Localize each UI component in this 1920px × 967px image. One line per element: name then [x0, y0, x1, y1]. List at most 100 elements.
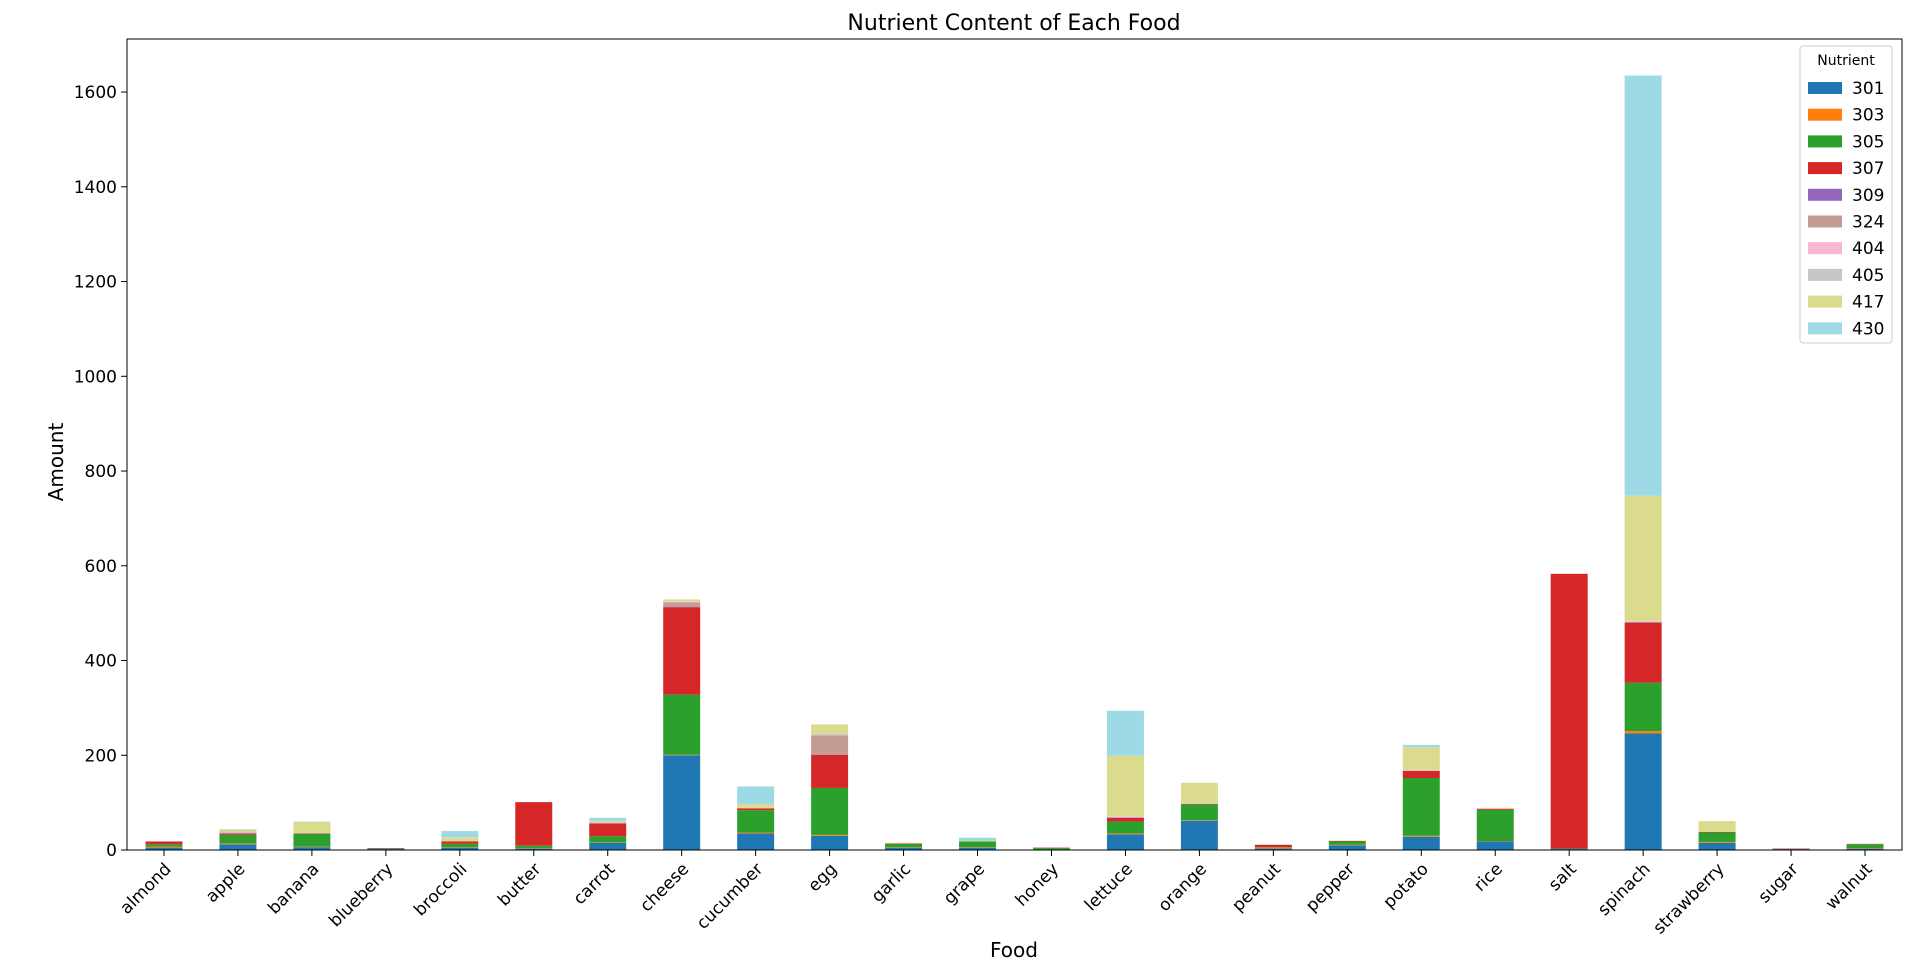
bar-segment-orange-305 [1180, 804, 1218, 821]
bar-segment-carrot-417 [589, 821, 627, 823]
x-tick-label: carrot [570, 859, 620, 909]
bar-segment-broccoli-430 [441, 831, 479, 838]
y-axis-title: Amount [44, 423, 68, 502]
chart-title: Nutrient Content of Each Food [847, 11, 1180, 36]
x-tick-label: spinach [1594, 859, 1655, 920]
legend-swatch-305 [1808, 135, 1842, 148]
x-tick-label: almond [116, 859, 175, 918]
bar-segment-spinach-417 [1624, 495, 1662, 622]
bar-segment-broccoli-307 [441, 841, 479, 844]
bar-segment-carrot-307 [589, 823, 627, 837]
bar-segment-cheese-301 [663, 755, 701, 850]
bar-segment-pepper-305 [1328, 841, 1366, 845]
bar-segment-cucumber-303 [737, 832, 775, 834]
bar-segment-salt-307 [1550, 573, 1588, 849]
legend-swatch-324 [1808, 215, 1842, 228]
bar-segment-potato-305 [1402, 778, 1440, 836]
x-tick-label: blueberry [325, 859, 397, 931]
bar-segment-strawberry-305 [1698, 832, 1736, 842]
bar-segment-apple-303 [219, 843, 257, 845]
bar-segment-lettuce-301 [1106, 834, 1144, 850]
legend-swatch-301 [1808, 82, 1842, 94]
x-tick-label: butter [494, 859, 545, 910]
bar-segment-apple-405 [219, 831, 257, 834]
bar-segment-potato-417 [1402, 747, 1440, 770]
y-tick-label: 200 [85, 746, 117, 766]
plot-frame [126, 38, 1903, 851]
bar-segment-carrot-301 [589, 842, 627, 850]
bar-segment-peanut-307 [1254, 844, 1292, 848]
bar-segment-almond-307 [145, 841, 183, 845]
bar-segment-strawberry-417 [1698, 821, 1736, 832]
bar-segment-grape-301 [959, 847, 997, 850]
bar-segment-grape-305 [959, 841, 997, 848]
bar-segment-cheese-307 [663, 607, 701, 695]
y-tick-label: 1400 [74, 178, 117, 198]
bar-segment-egg-301 [811, 835, 849, 850]
bar-segment-carrot-430 [589, 817, 627, 822]
bar-segment-honey-305 [1032, 848, 1070, 850]
x-tick-label: strawberry [1650, 859, 1729, 938]
bar-segment-broccoli-305 [441, 843, 479, 848]
bar-segment-cucumber-305 [737, 810, 775, 833]
x-axis-title: Food [990, 938, 1038, 962]
bar-segment-peanut-303 [1254, 847, 1292, 849]
x-tick-label: cucumber [693, 859, 767, 933]
bar-segment-almond-303 [145, 846, 183, 848]
bar-segment-carrot-305 [589, 836, 627, 843]
bar-segment-egg-405 [811, 733, 849, 735]
x-tick-label: garlic [868, 859, 915, 906]
bar-segment-banana-301 [293, 847, 331, 850]
bar-segment-spinach-307 [1624, 622, 1662, 683]
bar-segment-cucumber-430 [737, 786, 775, 805]
x-tick-label: sugar [1755, 859, 1803, 907]
bar-segment-potato-307 [1402, 770, 1440, 778]
bar-segment-egg-324 [811, 735, 849, 755]
legend-title: Nutrient [1817, 53, 1875, 69]
bar-segment-cucumber-417 [737, 804, 775, 808]
bar-segment-butter-301 [515, 848, 553, 850]
bar-segment-rice-307 [1476, 808, 1514, 810]
bar-segment-banana-417 [293, 822, 331, 833]
bar-segment-walnut-301 [1846, 848, 1884, 850]
bar-segment-almond-305 [145, 844, 183, 847]
legend-swatch-309 [1808, 188, 1842, 201]
x-tick-label: egg [804, 859, 841, 896]
y-tick-label: 0 [106, 841, 117, 861]
bar-segment-egg-305 [811, 787, 849, 835]
x-tick-label: salt [1545, 859, 1581, 895]
y-tick-label: 1200 [74, 273, 117, 293]
bar-segment-cheese-417 [663, 599, 701, 602]
legend-swatch-404 [1808, 242, 1842, 255]
x-tick-label: peanut [1228, 859, 1285, 916]
legend-swatch-417 [1808, 295, 1842, 308]
y-tick-label: 400 [85, 652, 117, 672]
x-tick-label: apple [202, 859, 250, 907]
legend-label-324: 324 [1852, 213, 1884, 233]
bar-segment-cheese-324 [663, 602, 701, 607]
bar-segment-rice-305 [1476, 809, 1514, 841]
bar-segment-egg-303 [811, 834, 849, 836]
bar-segment-lettuce-417 [1106, 755, 1144, 817]
bar-segment-pepper-301 [1328, 845, 1366, 850]
bar-segment-garlic-305 [885, 843, 923, 848]
bar-segment-lettuce-303 [1106, 833, 1144, 835]
x-tick-label: potato [1380, 859, 1433, 912]
x-tick-label: orange [1154, 859, 1210, 915]
x-tick-label: lettuce [1081, 859, 1137, 915]
legend-label-405: 405 [1852, 266, 1884, 286]
bar-segment-spinach-305 [1624, 682, 1662, 732]
legend-swatch-430 [1808, 322, 1842, 335]
y-tick-label: 600 [85, 557, 117, 577]
legend-label-404: 404 [1852, 239, 1884, 259]
bar-segment-potato-303 [1402, 835, 1440, 837]
bar-segment-rice-301 [1476, 841, 1514, 850]
bar-segment-apple-417 [219, 829, 257, 832]
bar-segment-spinach-430 [1624, 75, 1662, 496]
legend-label-309: 309 [1852, 186, 1884, 206]
bar-segment-spinach-301 [1624, 733, 1662, 850]
bar-segment-carrot-405 [589, 822, 627, 824]
bar-segment-cheese-305 [663, 694, 701, 755]
